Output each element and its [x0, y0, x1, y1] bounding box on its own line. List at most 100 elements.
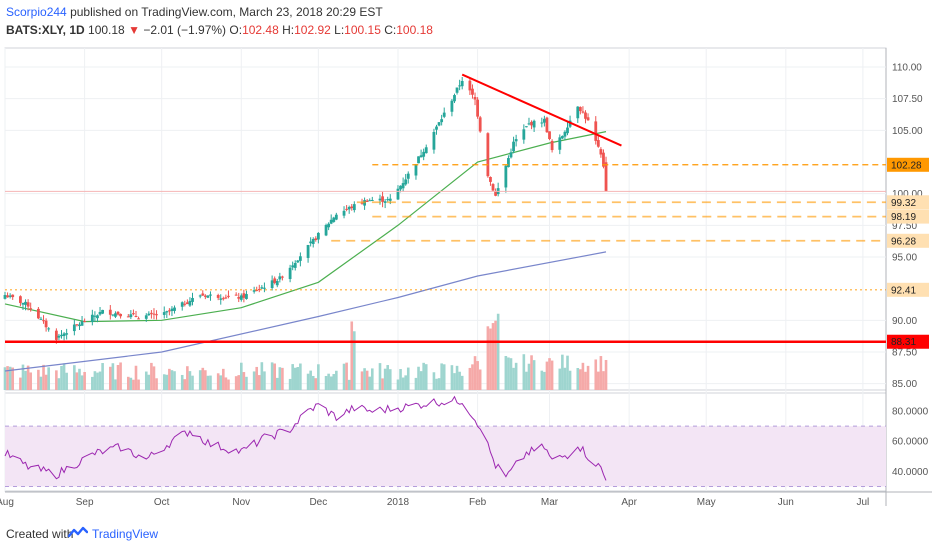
candle-body	[316, 232, 320, 240]
candle-body	[422, 151, 426, 157]
volume-bar	[296, 366, 300, 390]
candle-body	[442, 112, 446, 117]
volume-bar	[91, 376, 94, 390]
candle	[21, 302, 25, 310]
candle	[527, 117, 531, 126]
candle-body	[440, 119, 444, 123]
candle-body	[90, 314, 94, 323]
candle	[119, 313, 122, 319]
volume-bar	[206, 375, 210, 390]
month-tick-label: Sep	[76, 497, 94, 508]
volume-bar	[275, 377, 279, 390]
volume-bar	[98, 371, 102, 390]
author-link[interactable]: Scorpio244	[6, 5, 67, 19]
volume-bar	[450, 365, 454, 390]
candle	[293, 260, 297, 271]
candle	[548, 131, 551, 141]
candle	[288, 264, 292, 283]
candle	[509, 148, 513, 159]
candle	[150, 310, 153, 319]
candle-body	[11, 294, 15, 298]
ma-fast-line	[4, 131, 607, 323]
volume-bar	[468, 367, 472, 390]
volume-bar	[293, 367, 297, 390]
candle-body	[296, 260, 300, 263]
candle	[206, 295, 210, 299]
candle	[270, 275, 274, 291]
candle	[540, 117, 544, 128]
candle-body	[167, 310, 171, 312]
candle	[26, 299, 30, 311]
candle-body	[525, 126, 528, 128]
volume-bar	[234, 376, 238, 390]
candle-body	[468, 80, 472, 91]
volume-bar	[604, 359, 608, 390]
volume-bar	[332, 374, 336, 390]
candle-body	[188, 300, 192, 306]
candle	[62, 332, 66, 341]
down-arrow-icon: ▼	[128, 23, 140, 37]
volume-bar	[563, 367, 567, 390]
candle	[116, 311, 120, 316]
candle	[309, 237, 313, 247]
candle-body	[560, 136, 564, 139]
candle	[347, 205, 351, 214]
volume-bar	[137, 379, 140, 390]
candle	[65, 328, 69, 340]
volume-bar	[440, 363, 443, 390]
candle	[134, 310, 138, 318]
candle-body	[404, 179, 408, 185]
volume-bar	[147, 374, 151, 390]
high-value: 102.92	[294, 23, 331, 37]
candle-body	[327, 223, 331, 228]
candle-body	[491, 184, 495, 191]
candle	[329, 214, 333, 225]
candle	[396, 185, 400, 200]
candle	[255, 286, 259, 292]
volume-bar	[114, 379, 117, 390]
candle	[188, 297, 192, 307]
low-value: 100.15	[344, 23, 381, 37]
level-tag-98.19	[887, 209, 929, 224]
candle	[473, 92, 477, 106]
candle	[126, 314, 130, 318]
volume-bar	[21, 364, 25, 390]
candle	[404, 174, 408, 186]
candle	[504, 164, 508, 193]
candle-body	[473, 97, 477, 100]
candle	[90, 309, 94, 326]
volume-bar	[237, 375, 241, 390]
volume-bar	[126, 376, 130, 390]
volume-bar	[435, 378, 438, 390]
candle	[311, 237, 315, 248]
low-label: L:	[334, 23, 345, 37]
candle	[93, 311, 97, 322]
candle	[137, 316, 140, 320]
candle-body	[399, 185, 402, 190]
tradingview-logo-icon	[68, 526, 88, 538]
volume-bar	[437, 378, 441, 390]
candle-body	[388, 198, 392, 201]
candle-body	[381, 196, 384, 202]
volume-bar	[324, 375, 328, 390]
candle-body	[471, 88, 474, 95]
candle	[29, 302, 33, 312]
price-tick-label: 110.00	[892, 63, 922, 74]
candle-body	[29, 308, 33, 310]
price-chart[interactable]: Aug Sep Oct Nov Dec 2018 Feb Mar Apr May Jun Jul 110…	[0, 44, 932, 517]
volume-bar	[576, 368, 580, 390]
volume-bar	[404, 375, 407, 390]
candle-body	[24, 301, 27, 305]
candle-body	[309, 241, 313, 244]
candle-body	[75, 324, 79, 326]
candle	[560, 135, 564, 140]
candle-body	[396, 188, 400, 200]
volume-bar	[579, 369, 582, 390]
candle	[191, 292, 194, 306]
tradingview-brand[interactable]: TradingView	[92, 527, 159, 541]
candle	[476, 97, 480, 119]
candle	[424, 144, 428, 154]
candle-body	[227, 295, 230, 297]
candle-body	[129, 314, 133, 318]
volume-bar	[47, 367, 50, 390]
